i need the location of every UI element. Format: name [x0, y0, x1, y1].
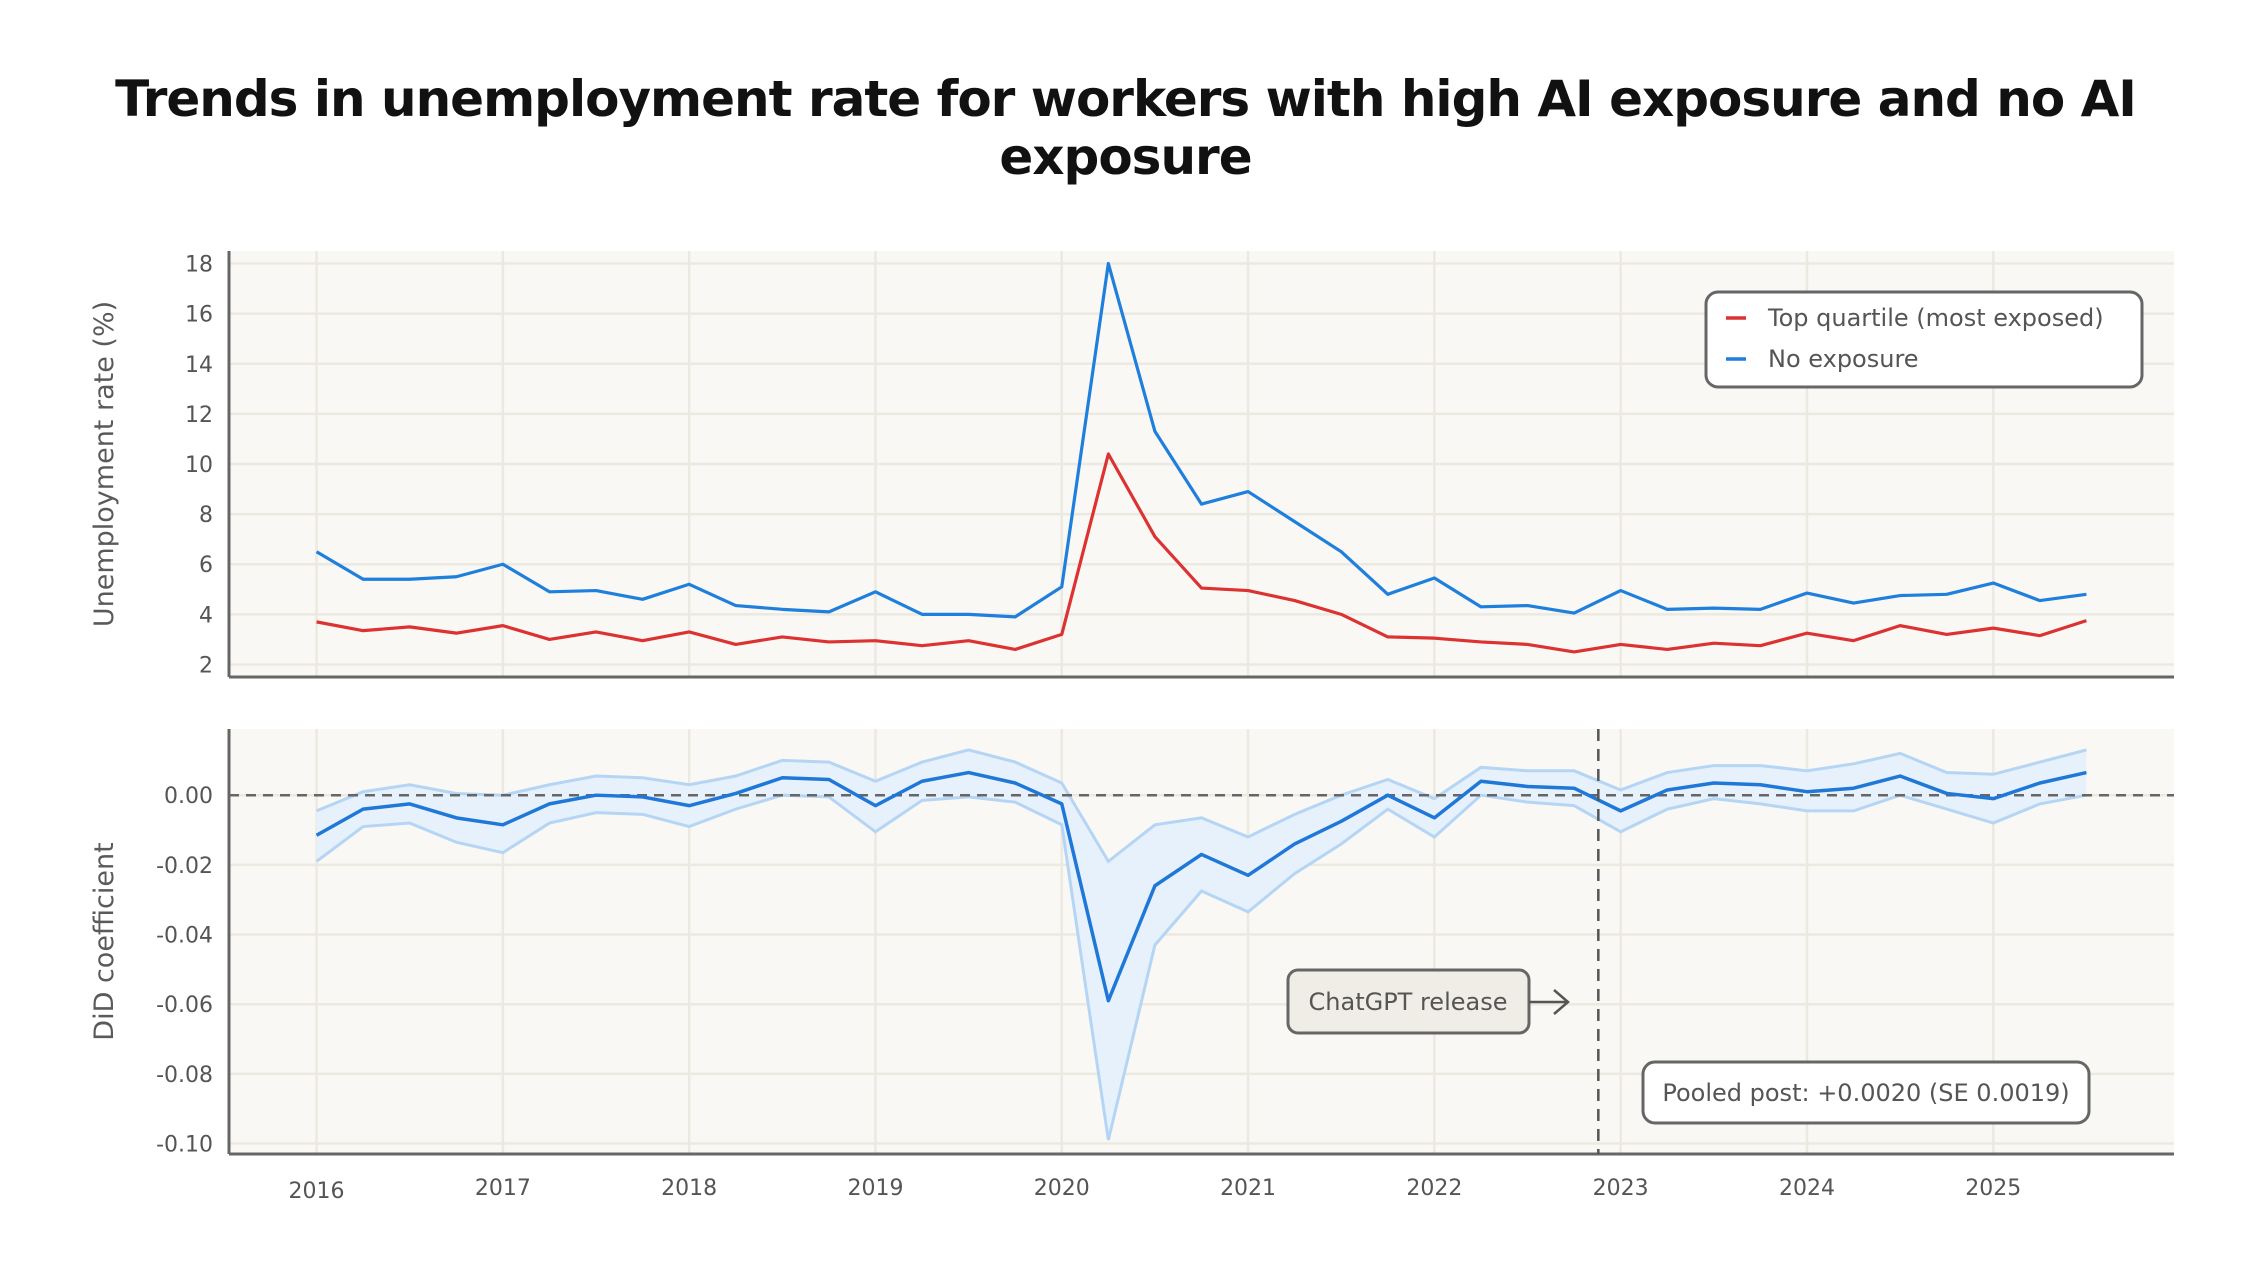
y-tick-label: 6 — [199, 553, 213, 578]
x-tick-label: 2021 — [1220, 1176, 1276, 1201]
legend-box — [1704, 290, 2144, 389]
did-panel: 0.00 -0.02 -0.04 -0.06 -0.08 -0.10 DiD coeffic… — [89, 729, 2174, 1204]
y-tick-label: 16 — [185, 303, 213, 328]
ci-upper-line — [315, 748, 2087, 864]
legend-entry: Top quartile (most exposed) — [1767, 304, 2104, 332]
legend-entry: No exposure — [1768, 345, 1919, 373]
x-tick-label: 2016 — [289, 1179, 345, 1204]
legend: Top quartile (most exposed) No exposure — [1704, 290, 2144, 389]
did-estimate-line — [315, 770, 2087, 1003]
y-tick-label: -0.02 — [156, 854, 213, 879]
y-tick-label: -0.08 — [156, 1063, 213, 1088]
series-line-top-quartile — [316, 452, 2087, 654]
x-tick-label: 2018 — [661, 1176, 717, 1201]
y-tick-label: 8 — [199, 503, 213, 528]
ci-lower-line — [315, 793, 2087, 1141]
chatgpt-release-label: ChatGPT release — [1309, 988, 1508, 1016]
y-tick-label: -0.06 — [156, 993, 213, 1018]
y-tick-label: 10 — [185, 453, 213, 478]
y-tick-label: 0.00 — [164, 784, 213, 809]
y-tick-label: 2 — [199, 653, 213, 678]
y-tick-label: 4 — [199, 603, 213, 628]
x-tick-label: 2025 — [1965, 1176, 2021, 1201]
x-tick-label: 2019 — [847, 1176, 903, 1201]
y-tick-label: 12 — [185, 403, 213, 428]
y-tick-label: 18 — [185, 253, 213, 278]
x-tick-label: 2017 — [475, 1176, 531, 1201]
y-axis-label: Unemployment rate (%) — [89, 301, 120, 627]
x-tick-label: 2022 — [1406, 1176, 1462, 1201]
y-axis-label: DiD coefficient — [89, 842, 120, 1040]
x-tick-label: 2023 — [1593, 1176, 1649, 1201]
x-tick-label: 2024 — [1779, 1176, 1835, 1201]
pooled-estimate-label: Pooled post: +0.0020 (SE 0.0019) — [1662, 1079, 2069, 1107]
y-tick-label: -0.10 — [156, 1133, 213, 1158]
y-tick-label: 14 — [185, 353, 213, 378]
pooled-estimate-box — [1641, 1060, 2091, 1125]
chart-title: Trends in unemployment rate for workers … — [115, 70, 2137, 186]
y-tick-label: -0.04 — [156, 924, 213, 949]
unemployment-panel: 2 4 6 8 10 12 14 16 18 Unemployment rate (%) Top q… — [89, 251, 2174, 679]
confidence-band — [316, 749, 2087, 1141]
arrow-icon — [1529, 989, 1570, 1015]
series-line-no-exposure — [315, 261, 2087, 619]
x-tick-label: 2020 — [1034, 1176, 1090, 1201]
